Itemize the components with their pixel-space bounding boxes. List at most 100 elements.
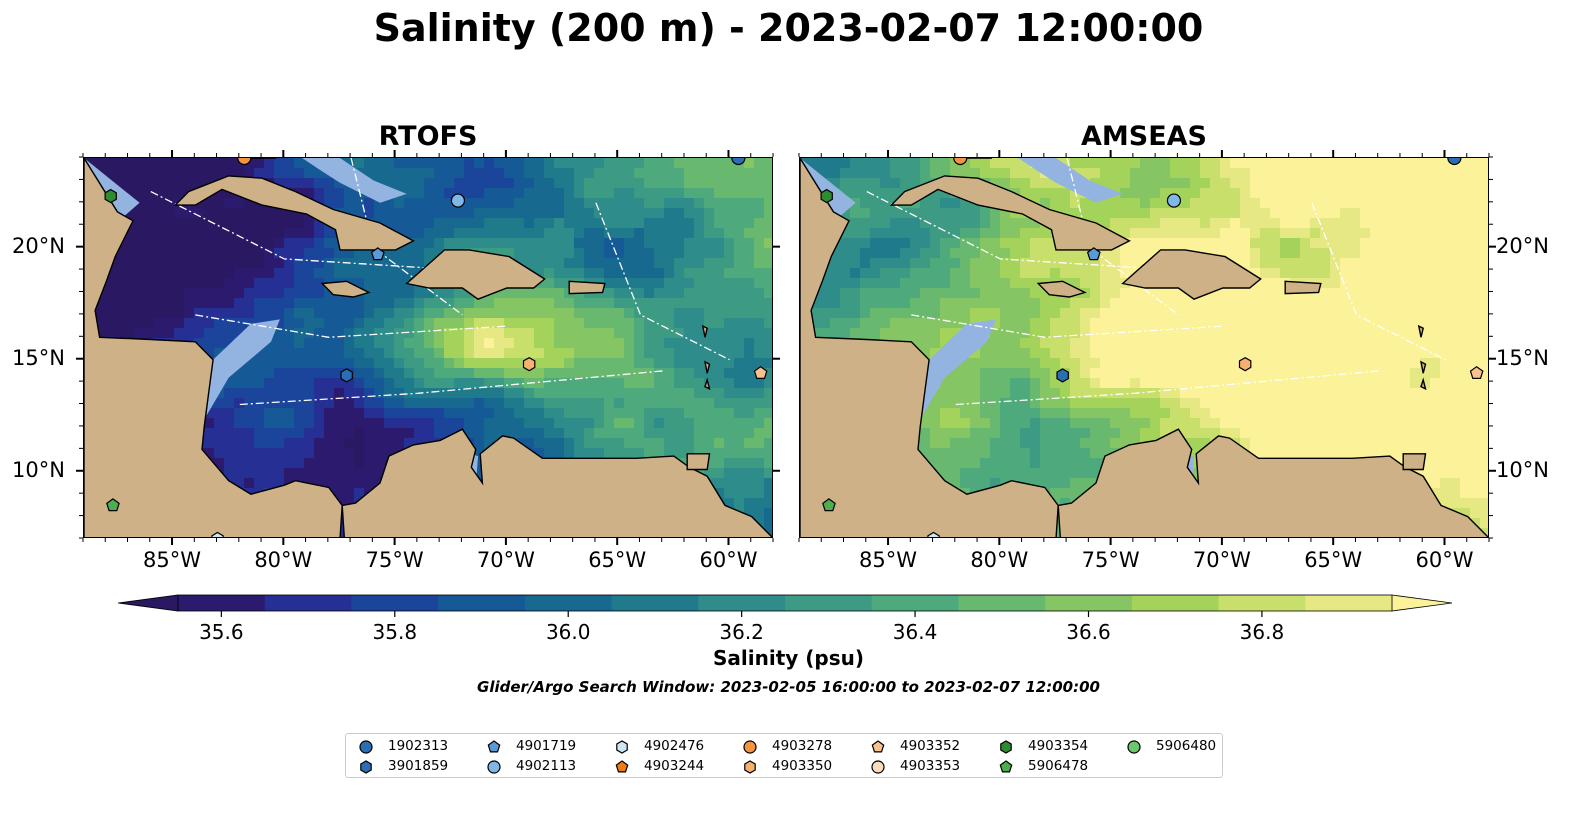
legend: 1902313 3901859 4901719 4902113 4902476 49032…: [345, 733, 1223, 778]
float-marker-4903354: [104, 188, 117, 204]
land-mass: [1036, 280, 1087, 298]
float-marker-4902476: [211, 531, 224, 537]
land-mass: [686, 453, 711, 471]
colorbar-segment: [438, 595, 526, 611]
land-mass: [1402, 453, 1427, 471]
colorbar-tick-label: 36.4: [892, 620, 938, 644]
colorbar-segment: [1305, 595, 1393, 611]
lat-label-right: 20°N: [1496, 233, 1549, 258]
shelf-area: [922, 319, 996, 416]
colorbar-segment: [524, 595, 612, 611]
legend-item-4903350: 4903350: [742, 757, 862, 775]
lon-label: 65°W: [1304, 548, 1363, 572]
colorbar-tick-label: 36.8: [1239, 620, 1285, 644]
land-mass: [701, 324, 709, 338]
land-mass: [889, 175, 1131, 251]
colorbar-label: Salinity (psu): [712, 646, 864, 670]
float-marker-4903354: [820, 188, 833, 204]
colorbar-segment: [1218, 595, 1306, 611]
colorbar-segment: [351, 595, 439, 611]
colorbar-high-extend: [1391, 594, 1453, 612]
legend-item-4902476: 4902476: [614, 737, 734, 755]
float-marker-3901859: [1056, 368, 1069, 383]
lon-label: 65°W: [588, 548, 647, 572]
float-marker-4903350: [522, 357, 536, 372]
eez-boundary: [150, 191, 463, 271]
land-mass: [84, 158, 343, 537]
eez-boundary: [1311, 202, 1446, 361]
eez-boundary: [955, 370, 1379, 406]
lon-label: 80°W: [254, 548, 313, 572]
map-amseas: [799, 157, 1489, 538]
search-window-text: Glider/Argo Search Window: 2023-02-05 16…: [477, 678, 1100, 696]
colorbar-segment: [1045, 595, 1133, 611]
colorbar-tick-label: 36.0: [545, 620, 591, 644]
lat-label-left: 10°N: [12, 457, 65, 482]
colorbar: [117, 592, 1453, 614]
panel-title-rtofs: RTOFS: [378, 121, 478, 152]
land-mass: [405, 249, 546, 300]
eez-boundary: [911, 314, 1223, 338]
float-marker-5906478: [822, 498, 836, 512]
legend-item-4903354: 4903354: [998, 737, 1118, 755]
land-mass: [1420, 377, 1427, 391]
map-rtofs: [83, 157, 773, 538]
float-marker-1902313: [1447, 158, 1462, 166]
lon-label: 60°W: [699, 548, 758, 572]
shelf-area: [1018, 158, 1123, 203]
panel-title-amseas: AMSEAS: [1081, 121, 1207, 152]
colorbar-tick-label: 35.6: [199, 620, 244, 644]
land-mass: [1121, 249, 1262, 300]
legend-marker-pentagon: [871, 740, 885, 753]
lon-label: 75°W: [365, 548, 424, 572]
legend-marker-hexagon: [744, 760, 756, 774]
land-mass: [1057, 428, 1488, 537]
land-mass: [1284, 280, 1322, 295]
colorbar-segment: [264, 595, 352, 611]
land-mass: [704, 377, 711, 391]
land-mass: [704, 360, 711, 374]
float-marker-4903350: [1238, 357, 1252, 372]
legend-marker-circle: [359, 740, 373, 754]
lon-label: 70°W: [1192, 548, 1251, 572]
legend-marker-circle: [743, 740, 757, 754]
legend-item-4903278: 4903278: [742, 737, 862, 755]
colorbar-segment: [178, 595, 266, 611]
land-mass: [341, 428, 772, 537]
legend-marker-circle: [871, 760, 885, 774]
legend-item-4902113: 4902113: [486, 757, 606, 775]
shelf-area: [206, 319, 280, 416]
colorbar-low-extend: [117, 594, 179, 612]
colorbar-segment: [611, 595, 699, 611]
legend-item-5906480: 5906480: [1126, 737, 1246, 755]
lon-label: 60°W: [1415, 548, 1474, 572]
legend-item-1902313: 1902313: [358, 737, 478, 755]
colorbar-segment: [698, 595, 786, 611]
land-mass: [320, 280, 371, 298]
float-marker-1902313: [731, 158, 746, 166]
colorbar-tick-label: 36.2: [719, 620, 764, 644]
colorbar-segment: [785, 595, 873, 611]
float-marker-5906478: [106, 498, 120, 512]
legend-item-4901719: 4901719: [486, 737, 606, 755]
lat-label-left: 20°N: [12, 233, 65, 258]
land-mass: [1417, 324, 1425, 338]
float-marker-4903352: [1469, 365, 1484, 379]
legend-marker-circle: [1127, 740, 1141, 754]
colorbar-segment: [1131, 595, 1219, 611]
land-mass: [1420, 360, 1427, 374]
lon-label: 85°W: [143, 548, 202, 572]
lon-label: 80°W: [970, 548, 1029, 572]
legend-marker-pentagon: [999, 760, 1013, 773]
float-marker-4902113: [450, 193, 466, 208]
land-mass: [173, 175, 415, 251]
legend-marker-hexagon: [1000, 740, 1012, 754]
eez-boundary: [866, 191, 1179, 271]
float-marker-4902476: [927, 531, 940, 537]
lon-label: 75°W: [1081, 548, 1140, 572]
float-marker-4903278: [953, 158, 968, 166]
legend-item-5906478: 5906478: [998, 757, 1118, 775]
colorbar-segment: [871, 595, 959, 611]
lon-label: 70°W: [476, 548, 535, 572]
